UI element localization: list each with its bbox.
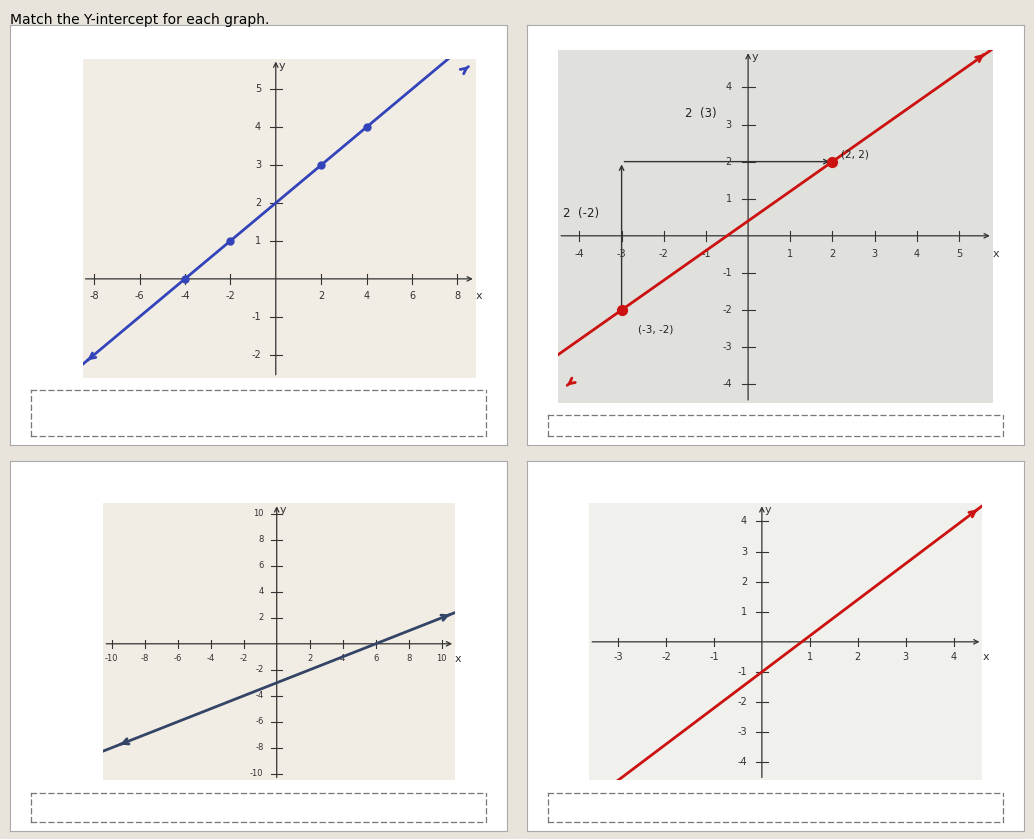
Text: 2: 2 [854, 652, 861, 662]
Point [613, 303, 630, 316]
Text: -4: -4 [255, 691, 264, 701]
Text: -3: -3 [722, 342, 732, 352]
Point [824, 155, 841, 169]
Text: -6: -6 [134, 291, 145, 301]
Text: 2: 2 [741, 576, 748, 586]
Text: 8: 8 [258, 535, 264, 545]
Text: 4: 4 [950, 652, 956, 662]
Text: -4: -4 [737, 758, 748, 767]
Text: 3: 3 [726, 119, 732, 129]
Text: 6: 6 [258, 561, 264, 571]
Text: 2: 2 [307, 654, 312, 663]
Text: 4: 4 [914, 249, 920, 259]
Text: 2: 2 [254, 198, 261, 208]
Text: -1: -1 [709, 652, 719, 662]
Text: 6: 6 [409, 291, 415, 301]
Text: -1: -1 [701, 249, 710, 259]
Text: -4: -4 [722, 379, 732, 389]
Text: (2, 2): (2, 2) [841, 150, 869, 160]
Text: -1: -1 [251, 312, 261, 322]
Text: 2: 2 [726, 157, 732, 167]
Text: -10: -10 [104, 654, 119, 663]
Text: -2: -2 [661, 652, 671, 662]
Text: -1: -1 [722, 268, 732, 278]
Text: x: x [455, 654, 461, 664]
Text: -2: -2 [737, 697, 748, 707]
Text: -4: -4 [575, 249, 584, 259]
Text: 8: 8 [454, 291, 460, 301]
Text: -4: -4 [207, 654, 215, 663]
Text: -3: -3 [613, 652, 622, 662]
Text: 4: 4 [340, 654, 345, 663]
Text: y: y [752, 52, 758, 62]
Text: 6: 6 [373, 654, 378, 663]
Text: 4: 4 [726, 82, 732, 92]
Text: -3: -3 [737, 727, 748, 737]
Text: 2: 2 [258, 613, 264, 623]
Text: 3: 3 [255, 160, 261, 170]
Text: x: x [993, 249, 999, 259]
Text: 4: 4 [258, 587, 264, 597]
Text: -2: -2 [255, 665, 264, 675]
Text: x: x [982, 652, 989, 662]
Text: -1: -1 [737, 667, 748, 677]
Text: 1: 1 [807, 652, 813, 662]
Text: -6: -6 [255, 717, 264, 727]
Point [222, 234, 239, 248]
Text: 1: 1 [741, 607, 748, 617]
Text: Match the Y-intercept for each graph.: Match the Y-intercept for each graph. [10, 13, 270, 27]
Text: 1: 1 [726, 194, 732, 204]
Text: -2: -2 [251, 350, 261, 360]
Text: y: y [279, 505, 286, 515]
Text: 3: 3 [741, 546, 748, 556]
Point [177, 272, 193, 285]
Text: -10: -10 [250, 769, 264, 779]
Text: 10: 10 [253, 509, 264, 519]
Point [359, 120, 375, 133]
Point [313, 159, 330, 172]
Text: (-3, -2): (-3, -2) [638, 324, 674, 334]
Text: 4: 4 [741, 517, 748, 526]
Text: 4: 4 [364, 291, 370, 301]
Text: 1: 1 [255, 236, 261, 246]
Text: -2: -2 [240, 654, 248, 663]
Text: -2: -2 [722, 305, 732, 315]
Text: 1: 1 [787, 249, 793, 259]
Text: -3: -3 [617, 249, 627, 259]
Text: 2: 2 [829, 249, 835, 259]
Text: -2: -2 [225, 291, 235, 301]
Text: 2  (-2): 2 (-2) [562, 207, 599, 221]
Text: 4: 4 [255, 122, 261, 132]
Text: 5: 5 [254, 84, 261, 94]
Text: x: x [476, 291, 482, 301]
Text: 2  (3): 2 (3) [685, 107, 717, 120]
Text: 3: 3 [903, 652, 909, 662]
Text: 8: 8 [406, 654, 412, 663]
Text: 10: 10 [436, 654, 447, 663]
Text: -2: -2 [659, 249, 669, 259]
Text: -4: -4 [180, 291, 189, 301]
Text: -8: -8 [255, 743, 264, 753]
Text: 2: 2 [318, 291, 325, 301]
Text: 3: 3 [872, 249, 878, 259]
Text: -8: -8 [89, 291, 99, 301]
Text: 5: 5 [955, 249, 962, 259]
Text: y: y [765, 505, 771, 515]
Text: -8: -8 [141, 654, 149, 663]
Text: -6: -6 [174, 654, 182, 663]
Text: y: y [279, 61, 285, 71]
